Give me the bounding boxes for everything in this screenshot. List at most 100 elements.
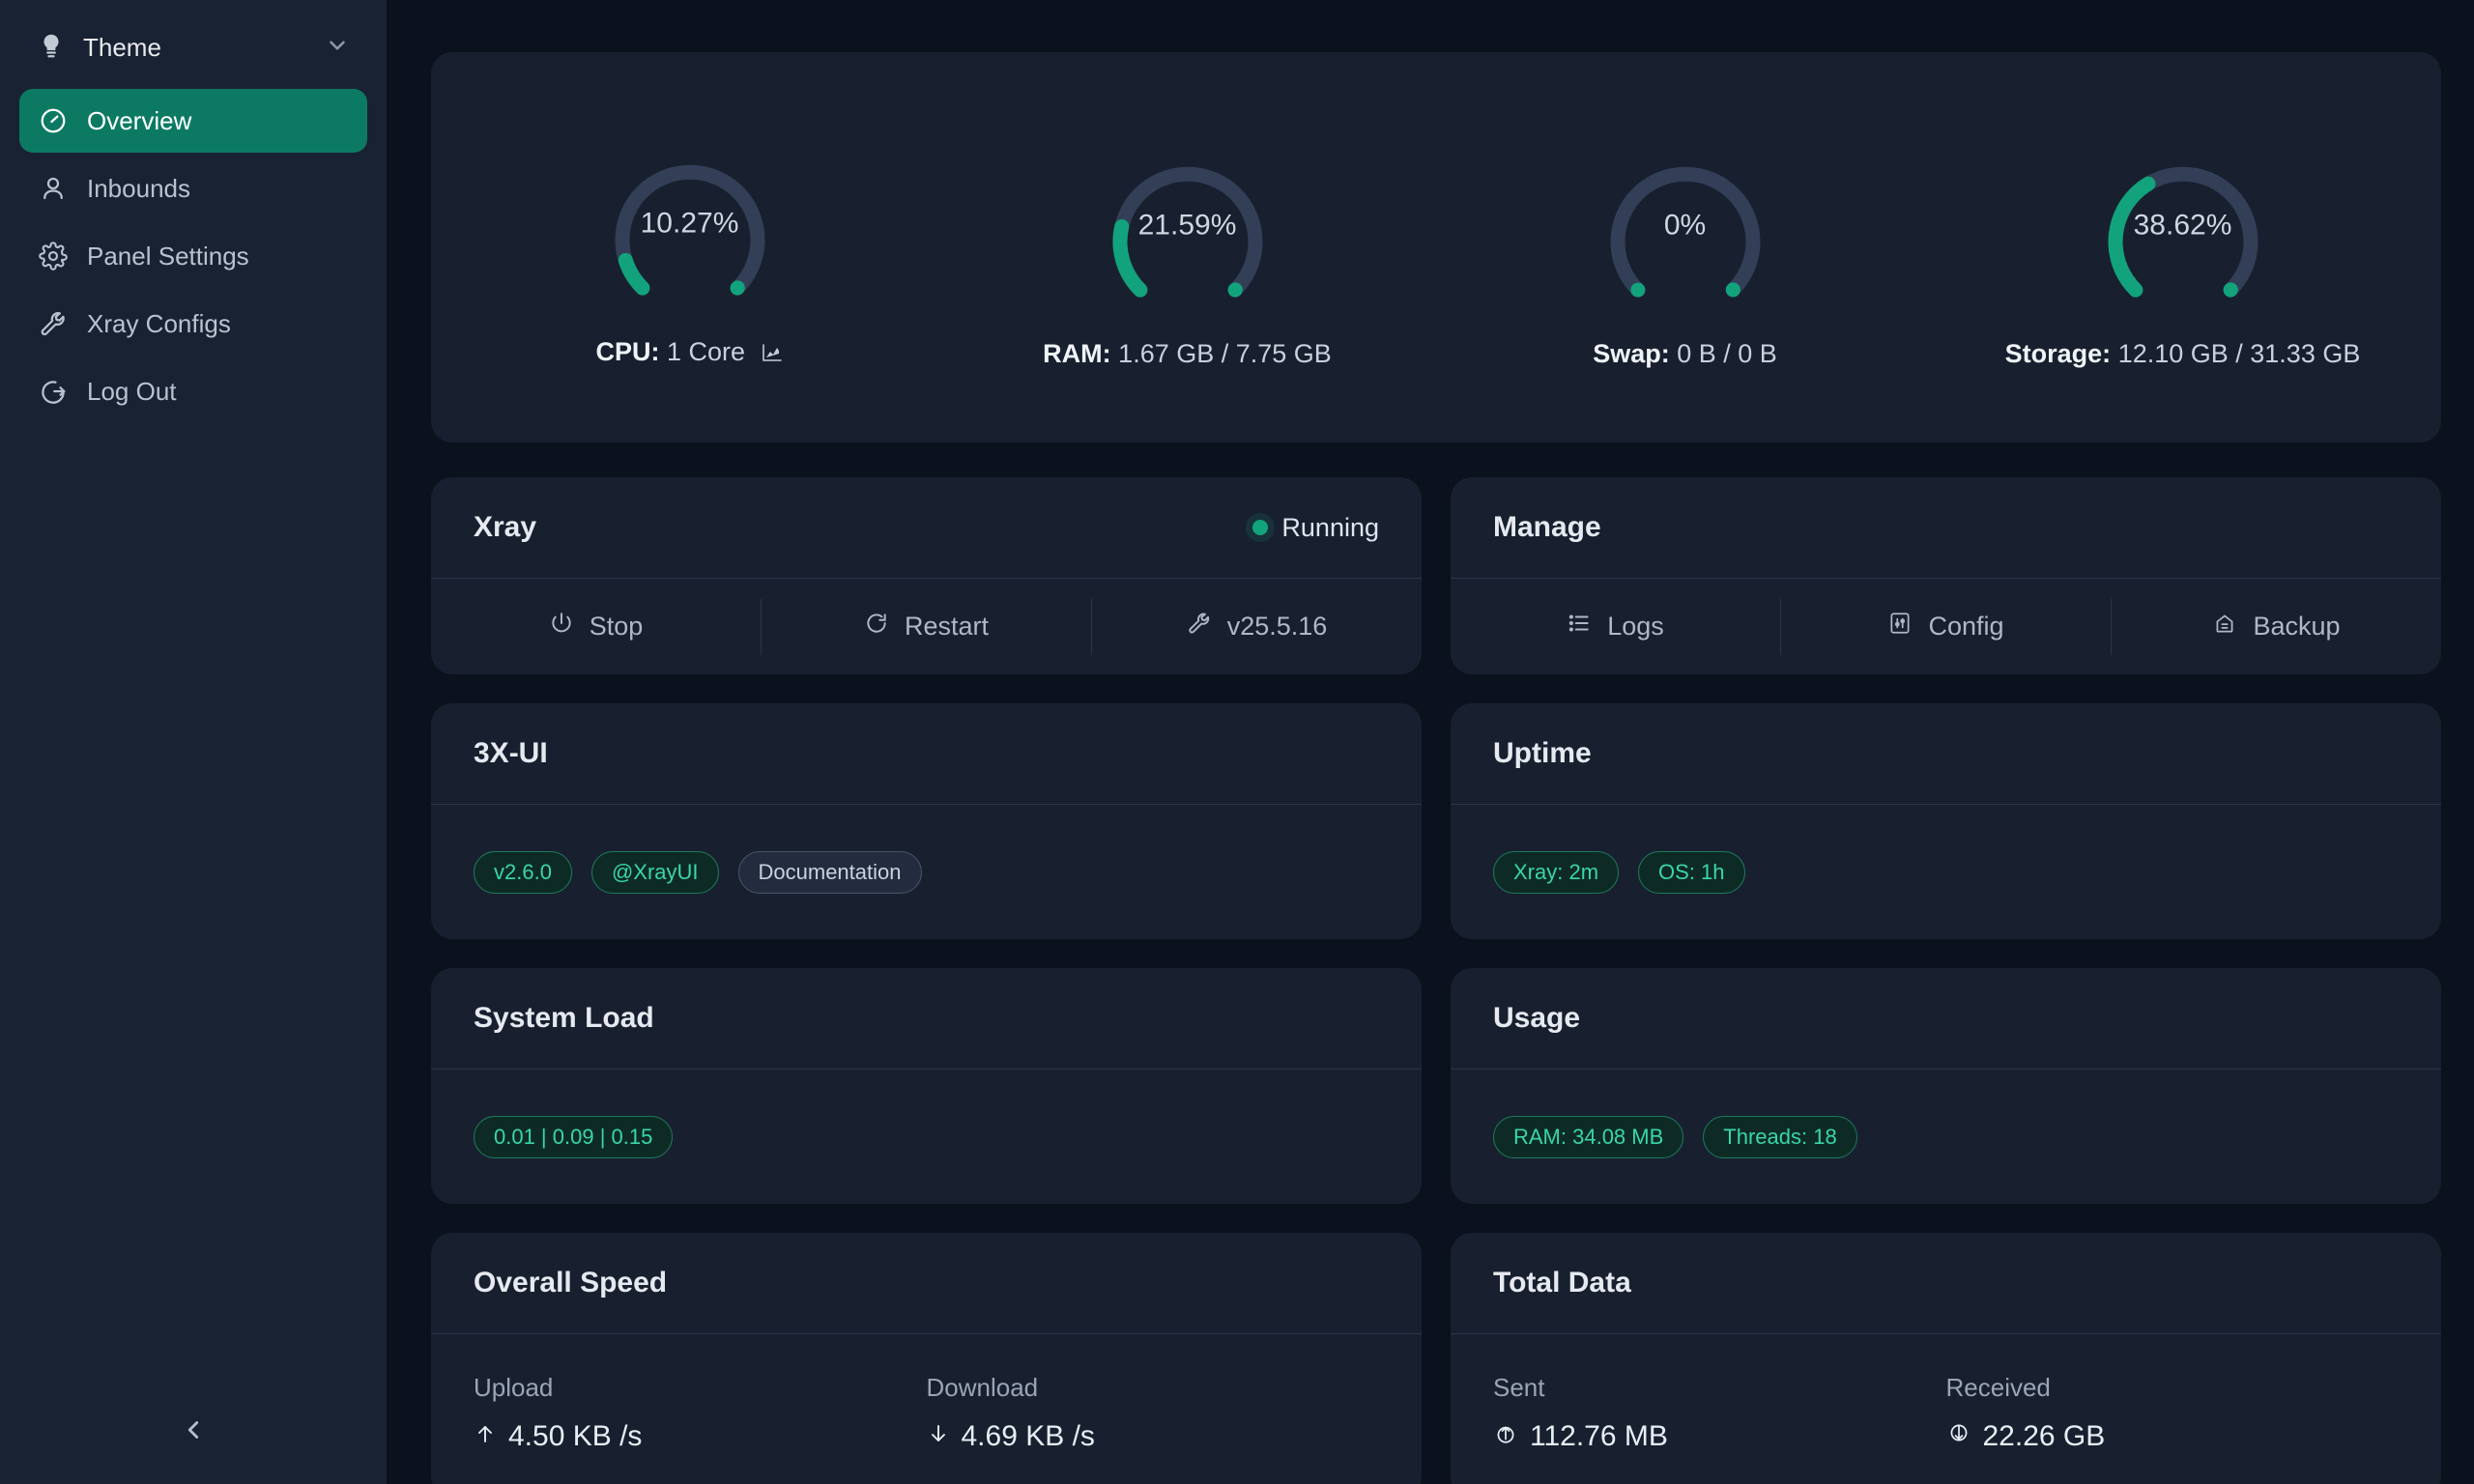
card-title: Overall Speed [474, 1267, 668, 1298]
gear-icon [39, 242, 68, 271]
manage-logs-button[interactable]: Logs [1451, 598, 1781, 655]
sidebar-item-log-out[interactable]: Log Out [19, 359, 367, 423]
xray-stop-button[interactable]: Stop [431, 598, 762, 655]
threexui-card: 3X-UI v2.6.0 @XrayUI Documentation [431, 703, 1422, 939]
action-label: Logs [1607, 612, 1664, 641]
manage-backup-button[interactable]: Backup [2112, 599, 2441, 655]
gauge-caption-value: 12.10 GB / 31.33 GB [2117, 338, 2361, 368]
card-title: Usage [1493, 1002, 1581, 1034]
version-chip[interactable]: v2.6.0 [474, 850, 572, 894]
gauge-caption-prefix: CPU: [595, 336, 660, 366]
action-label: Stop [589, 612, 644, 641]
threexui-card-body: v2.6.0 @XrayUI Documentation [431, 804, 1422, 939]
system-load-card-body: 0.01 | 0.09 | 0.15 [431, 1069, 1422, 1204]
threexui-card-header: 3X-UI [431, 703, 1422, 804]
total-data-card-body: Sent 112.76 MB Received [1451, 1333, 2441, 1484]
card-title: System Load [474, 1002, 654, 1034]
status-dot-icon [1252, 520, 1269, 535]
gauge-ring: 21.59% [1072, 127, 1304, 320]
gauge-caption-prefix: Storage: [2004, 338, 2112, 368]
sidebar-collapse-button[interactable] [0, 1403, 387, 1461]
sidebar-item-label: Xray Configs [87, 308, 231, 338]
xray-restart-button[interactable]: Restart [762, 598, 1092, 655]
theme-switcher[interactable]: Theme [19, 17, 367, 77]
upload-label: Upload [474, 1373, 554, 1402]
chevron-left-icon [179, 1415, 208, 1449]
sliders-icon [1887, 611, 1913, 642]
action-label: v25.5.16 [1226, 612, 1328, 641]
sent-stat: Sent 112.76 MB [1493, 1373, 1946, 1453]
sidebar-item-xray-configs[interactable]: Xray Configs [19, 292, 367, 356]
manage-card-actions: Logs Config Backup [1451, 578, 2441, 674]
sidebar-item-panel-settings[interactable]: Panel Settings [19, 224, 367, 288]
overall-speed-card-header: Overall Speed [431, 1233, 1422, 1333]
arrow-up-icon [474, 1420, 497, 1453]
gauge-percent: 0% [1663, 209, 1707, 242]
wrench-icon [39, 309, 68, 338]
download-value: 4.69 KB /s [961, 1420, 1095, 1452]
arrow-down-icon [927, 1420, 950, 1453]
wrench-icon [1187, 611, 1212, 642]
usage-card-body: RAM: 34.08 MB Threads: 18 [1451, 1069, 2441, 1204]
received-value-row: 22.26 GB [1946, 1420, 2400, 1453]
manage-card: Manage Logs Config [1451, 477, 2441, 674]
gauge-caption-value: 1 Core [666, 336, 746, 366]
sidebar-item-label: Inbounds [87, 173, 190, 203]
card-title: 3X-UI [474, 737, 548, 769]
system-gauges-card: 10.27% CPU: 1 Core [431, 52, 2441, 442]
card-title: Xray [474, 511, 537, 543]
theme-label: Theme [83, 32, 161, 62]
gauge-cpu: 10.27% CPU: 1 Core [441, 125, 938, 371]
sidebar-item-overview[interactable]: Overview [19, 89, 367, 153]
gauge-ram: 21.59% RAM: 1.67 GB / 7.75 GB [938, 127, 1436, 369]
load-average-chip[interactable]: 0.01 | 0.09 | 0.15 [474, 1115, 674, 1158]
received-value: 22.26 GB [1982, 1420, 2106, 1452]
sidebar-item-label: Panel Settings [87, 241, 249, 271]
documentation-chip[interactable]: Documentation [737, 850, 922, 894]
upload-value: 4.50 KB /s [508, 1420, 643, 1452]
chart-icon[interactable] [761, 341, 784, 371]
card-title: Uptime [1493, 737, 1592, 769]
gauge-caption-value: 1.67 GB / 7.75 GB [1118, 338, 1332, 368]
xray-uptime-chip[interactable]: Xray: 2m [1493, 850, 1620, 894]
usage-ram-chip[interactable]: RAM: 34.08 MB [1493, 1115, 1684, 1158]
xray-card: Xray Running Stop [431, 477, 1422, 674]
main-content: 10.27% CPU: 1 Core [387, 0, 2474, 1484]
upload-value-row: 4.50 KB /s [474, 1420, 927, 1453]
usage-card-header: Usage [1451, 968, 2441, 1069]
user-icon [39, 174, 68, 203]
sidebar-item-inbounds[interactable]: Inbounds [19, 157, 367, 220]
logout-icon [39, 377, 68, 406]
chevron-down-icon[interactable] [325, 33, 350, 63]
xray-version-button[interactable]: v25.5.16 [1092, 599, 1422, 655]
system-load-card: System Load 0.01 | 0.09 | 0.15 [431, 968, 1422, 1204]
status-text: Running [1281, 512, 1379, 542]
usage-threads-chip[interactable]: Threads: 18 [1703, 1115, 1857, 1158]
gauge-caption: RAM: 1.67 GB / 7.75 GB [1043, 339, 1332, 369]
list-icon [1567, 611, 1592, 642]
xray-card-actions: Stop Restart v25.5.16 [431, 578, 1422, 674]
download-label: Download [926, 1373, 1039, 1402]
gauge-percent: 38.62% [2133, 209, 2232, 242]
total-data-card: Total Data Sent 112.76 MB Received [1451, 1233, 2441, 1484]
gauge-percent: 21.59% [1137, 209, 1237, 242]
card-title: Total Data [1493, 1267, 1631, 1298]
action-label: Restart [904, 612, 990, 641]
sidebar-item-label: Overview [87, 105, 192, 135]
sidebar: Theme Overview Inboun [0, 0, 387, 1484]
gauge-ring: 38.62% [2067, 127, 2299, 320]
upload-stat: Upload 4.50 KB /s [474, 1373, 927, 1453]
manage-config-button[interactable]: Config [1781, 598, 2112, 655]
os-uptime-chip[interactable]: OS: 1h [1638, 850, 1745, 894]
gauge-caption-prefix: Swap: [1593, 338, 1670, 368]
gauge-caption: Swap: 0 B / 0 B [1593, 339, 1777, 369]
uptime-card: Uptime Xray: 2m OS: 1h [1451, 703, 2441, 939]
gauge-ring: 10.27% [574, 125, 806, 318]
xray-card-header: Xray Running [431, 477, 1422, 578]
gauge-swap: 0% Swap: 0 B / 0 B [1436, 127, 1934, 369]
telegram-chip[interactable]: @XrayUI [590, 850, 719, 894]
upload-circle-icon [1493, 1420, 1518, 1453]
gauge-ring: 0% [1569, 127, 1801, 320]
sidebar-item-label: Log Out [87, 376, 177, 406]
